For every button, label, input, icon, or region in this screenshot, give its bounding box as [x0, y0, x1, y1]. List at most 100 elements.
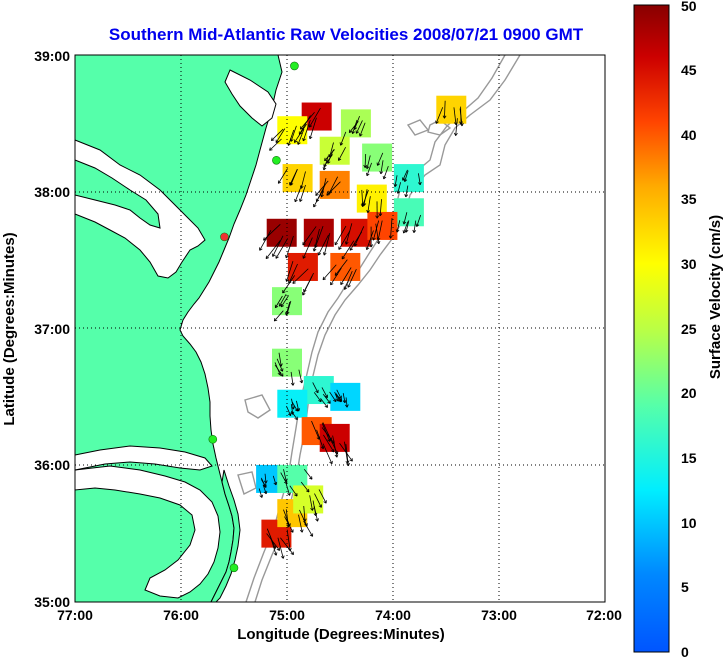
velocity-vector — [309, 495, 313, 511]
vector-head — [298, 408, 301, 412]
vector-head — [303, 256, 306, 259]
velocity-vector — [363, 189, 368, 206]
velocity-vector — [345, 397, 348, 408]
vector-head — [287, 493, 290, 496]
vector-head — [346, 404, 349, 408]
vector-head — [294, 140, 298, 143]
pamlico-sound — [74, 465, 221, 599]
colorbar-tick-label: 25 — [681, 321, 697, 337]
colorbar-tick-label: 30 — [681, 256, 697, 272]
velocity-vector — [280, 537, 294, 555]
vector-head — [304, 524, 308, 527]
velocity-vector — [332, 435, 338, 458]
vector-head — [375, 215, 378, 219]
vector-head — [265, 480, 268, 484]
vector-head — [300, 186, 304, 189]
vector-head — [315, 518, 318, 522]
velocity-vector — [291, 410, 298, 420]
outer-banks — [210, 469, 241, 603]
vector-head — [320, 446, 324, 450]
vector-head — [275, 305, 279, 309]
velocity-vector — [302, 119, 311, 142]
velocity-vector — [323, 155, 329, 171]
velocity-vector — [263, 223, 281, 241]
vector-head — [360, 204, 364, 208]
y-tick-label: 39:00 — [34, 48, 70, 64]
vector-head — [367, 210, 371, 214]
vector-head — [380, 171, 384, 175]
chart-title: Southern Mid-Atlantic Raw Velocities 200… — [109, 25, 584, 44]
vector-head — [341, 257, 346, 260]
vector-head — [344, 287, 348, 290]
vector-head — [292, 282, 296, 284]
velocity-cell — [330, 382, 361, 411]
vector-head — [372, 237, 374, 241]
velocity-vector — [377, 152, 384, 166]
vector-head — [283, 481, 287, 485]
velocity-vector — [377, 220, 383, 241]
velocity-vector — [265, 240, 281, 259]
vector-head — [326, 194, 330, 196]
x-tick-label: 75:00 — [269, 607, 305, 623]
velocity-vector — [338, 147, 346, 161]
vector-head — [395, 229, 398, 233]
velocity-vector — [292, 268, 309, 284]
vector-head — [318, 253, 322, 256]
vector-head — [402, 221, 405, 225]
velocity-vector — [289, 485, 298, 497]
colorbar-tick-label: 35 — [681, 191, 697, 207]
vector-head — [277, 372, 281, 376]
velocity-vector — [397, 182, 401, 194]
vector-head — [417, 182, 421, 186]
vector-head — [301, 380, 304, 384]
vector-head — [309, 534, 313, 537]
vector-head — [363, 164, 366, 168]
colorbar-tick-label: 10 — [681, 515, 697, 531]
velocity-vector — [396, 220, 401, 233]
vector-head — [379, 170, 382, 175]
velocity-vector — [342, 393, 346, 403]
velocity-vector — [383, 165, 389, 180]
vector-head — [303, 290, 307, 293]
velocity-vector — [300, 481, 310, 493]
velocity-vector — [322, 443, 333, 465]
vector-head — [362, 202, 365, 206]
vector-head — [275, 256, 279, 259]
vector-head — [344, 399, 347, 403]
velocity-vector — [289, 169, 298, 186]
velocity-vector — [344, 270, 353, 290]
vector-head — [379, 213, 383, 217]
vector-head — [286, 279, 289, 282]
vector-head — [302, 243, 306, 246]
x-axis: 77:00 76:00 75:00 74:00 73:00 72:00 — [57, 607, 622, 623]
velocity-vector — [444, 100, 446, 119]
velocity-vector — [328, 176, 339, 195]
vector-head — [280, 556, 284, 559]
vector-head — [288, 143, 291, 146]
vector-head — [302, 293, 306, 296]
vector-head — [301, 529, 304, 533]
velocity-vector — [338, 230, 351, 250]
vector-head — [333, 399, 337, 402]
vector-head — [284, 312, 287, 316]
vector-head — [290, 138, 292, 142]
vector-head — [265, 490, 268, 494]
velocity-vector — [340, 267, 352, 285]
vector-head — [404, 229, 407, 233]
velocity-vector — [259, 229, 272, 251]
velocity-vector — [274, 295, 283, 308]
bathymetry-contour — [237, 471, 257, 495]
velocity-vector — [294, 185, 302, 202]
vector-head — [403, 178, 406, 182]
velocity-vector — [321, 427, 335, 444]
vector-head — [299, 185, 302, 189]
vector-head — [402, 230, 404, 234]
vector-head — [358, 133, 361, 137]
y-tick-label: 36:00 — [34, 457, 70, 473]
colorbar — [633, 4, 670, 653]
vector-head — [377, 237, 381, 241]
vector-head — [280, 363, 283, 367]
vector-head — [390, 235, 393, 239]
velocity-vector — [296, 400, 300, 412]
